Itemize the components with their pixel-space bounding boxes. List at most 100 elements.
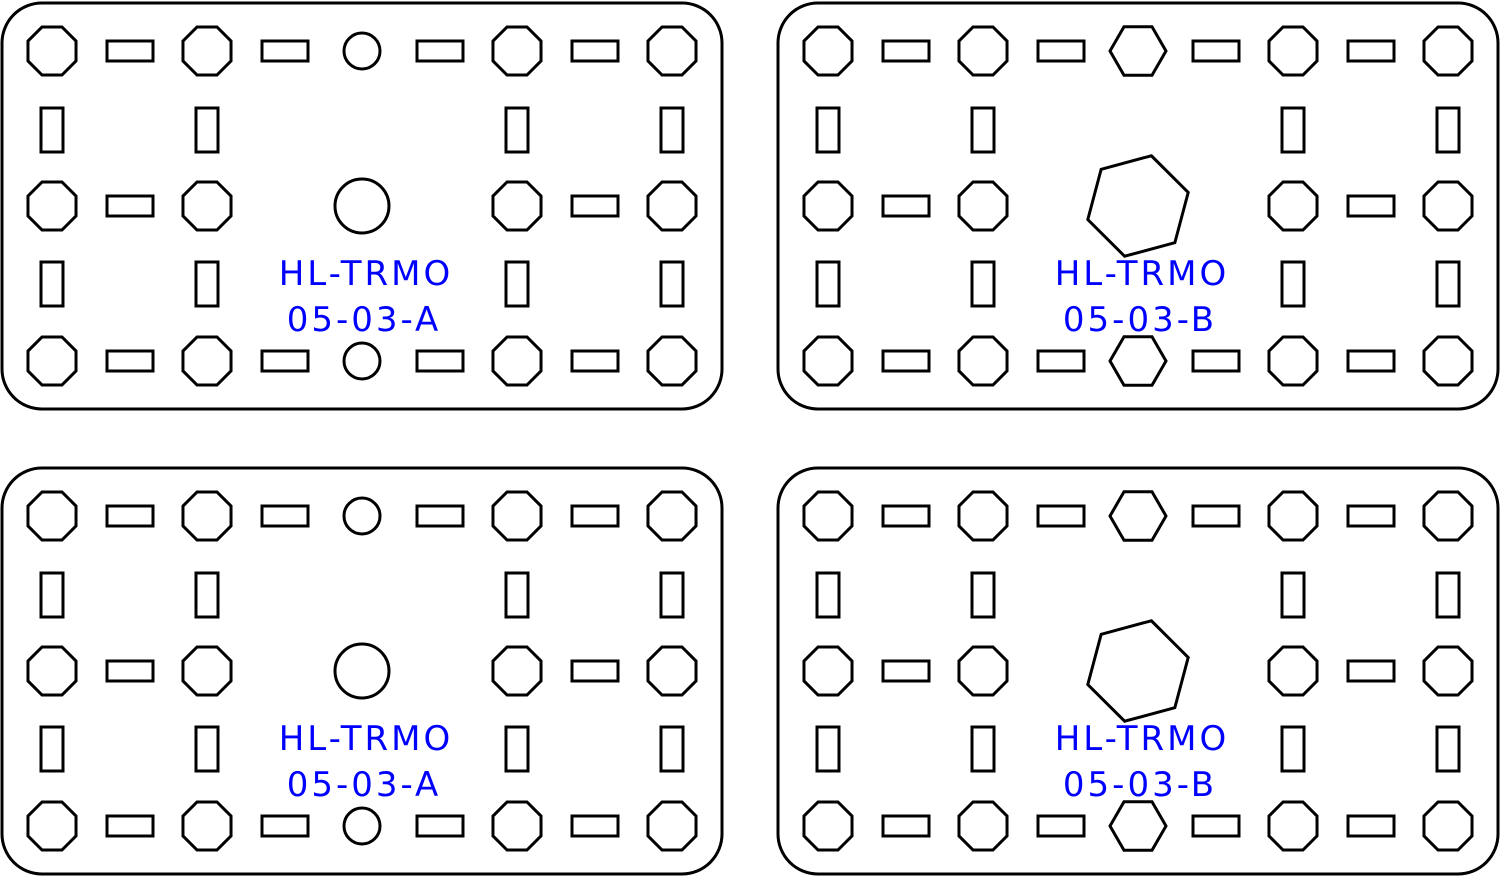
- octagon-hole: [802, 645, 854, 697]
- octagon-hole: [1422, 490, 1474, 542]
- vertical-slot: [194, 260, 220, 308]
- vertical-slot: [970, 260, 996, 308]
- horizontal-slot: [1036, 504, 1086, 528]
- vertical-slot: [970, 725, 996, 773]
- panel-2: HL-TRMO 05-03-B: [776, 1, 1500, 411]
- panel-outline: [776, 1, 1500, 411]
- horizontal-slot: [105, 349, 155, 373]
- vertical-slot: [39, 725, 65, 773]
- octagon-hole: [802, 800, 854, 852]
- horizontal-slot: [1191, 814, 1241, 838]
- horizontal-slot: [570, 504, 620, 528]
- horizontal-slot: [415, 504, 465, 528]
- horizontal-slot: [415, 814, 465, 838]
- octagon-hole: [181, 645, 233, 697]
- octagon-hole: [491, 645, 543, 697]
- small-hexagon-hole: [1108, 490, 1168, 542]
- vertical-slot: [815, 571, 841, 619]
- label-revision: 05-03-B: [1063, 300, 1217, 340]
- label-part-code: HL-TRMO: [1055, 254, 1230, 294]
- vertical-slot: [39, 260, 65, 308]
- horizontal-slot: [105, 39, 155, 63]
- horizontal-slot: [105, 194, 155, 218]
- vertical-slot: [1280, 106, 1306, 154]
- horizontal-slot: [881, 194, 931, 218]
- panel-outline: [0, 466, 724, 876]
- vertical-slot: [504, 106, 530, 154]
- octagon-hole: [181, 180, 233, 232]
- horizontal-slot: [881, 659, 931, 683]
- horizontal-slot: [1346, 504, 1396, 528]
- panel-3: HL-TRMO 05-03-A: [0, 466, 724, 876]
- horizontal-slot: [260, 349, 310, 373]
- horizontal-slot: [881, 814, 931, 838]
- vertical-slot: [659, 106, 685, 154]
- vertical-slot: [504, 260, 530, 308]
- octagon-hole: [1267, 25, 1319, 77]
- vertical-slot: [815, 106, 841, 154]
- octagon-hole: [1267, 180, 1319, 232]
- octagon-hole: [26, 645, 78, 697]
- horizontal-slot: [415, 39, 465, 63]
- octagon-hole: [181, 25, 233, 77]
- vertical-slot: [194, 571, 220, 619]
- vertical-slot: [659, 260, 685, 308]
- panel-1: HL-TRMO 05-03-A: [0, 1, 724, 411]
- octagon-hole: [26, 490, 78, 542]
- label-part-code: HL-TRMO: [279, 719, 454, 759]
- vertical-slot: [504, 725, 530, 773]
- horizontal-slot: [570, 814, 620, 838]
- octagon-hole: [957, 490, 1009, 542]
- center-hexagon-hole: [1086, 619, 1190, 723]
- horizontal-slot: [881, 39, 931, 63]
- octagon-hole: [802, 335, 854, 387]
- horizontal-slot: [881, 504, 931, 528]
- vertical-slot: [815, 260, 841, 308]
- octagon-hole: [1267, 335, 1319, 387]
- vertical-slot: [194, 106, 220, 154]
- vertical-slot: [1435, 725, 1461, 773]
- small-hexagon-hole: [1108, 335, 1168, 387]
- center-circle-hole: [333, 642, 391, 700]
- vertical-slot: [194, 725, 220, 773]
- octagon-hole: [646, 180, 698, 232]
- octagon-hole: [491, 335, 543, 387]
- vertical-slot: [1280, 571, 1306, 619]
- vertical-slot: [1435, 571, 1461, 619]
- horizontal-slot: [260, 814, 310, 838]
- octagon-hole: [181, 800, 233, 852]
- octagon-hole: [26, 25, 78, 77]
- octagon-hole: [957, 800, 1009, 852]
- horizontal-slot: [570, 39, 620, 63]
- octagon-hole: [1422, 800, 1474, 852]
- horizontal-slot: [415, 349, 465, 373]
- octagon-hole: [957, 180, 1009, 232]
- panel-outline: [0, 1, 724, 411]
- octagon-hole: [646, 490, 698, 542]
- center-circle-hole: [333, 177, 391, 235]
- horizontal-slot: [105, 814, 155, 838]
- vertical-slot: [1280, 260, 1306, 308]
- horizontal-slot: [1346, 814, 1396, 838]
- horizontal-slot: [105, 504, 155, 528]
- center-hexagon-hole: [1086, 154, 1190, 258]
- octagon-hole: [26, 335, 78, 387]
- small-circle-hole: [342, 806, 382, 846]
- octagon-hole: [957, 335, 1009, 387]
- octagon-hole: [1267, 800, 1319, 852]
- horizontal-slot: [881, 349, 931, 373]
- horizontal-slot: [1346, 349, 1396, 373]
- octagon-hole: [1267, 645, 1319, 697]
- vertical-slot: [39, 571, 65, 619]
- octagon-hole: [646, 800, 698, 852]
- octagon-hole: [491, 800, 543, 852]
- vertical-slot: [1435, 260, 1461, 308]
- octagon-hole: [181, 490, 233, 542]
- small-circle-hole: [342, 496, 382, 536]
- octagon-hole: [802, 180, 854, 232]
- label-part-code: HL-TRMO: [1055, 719, 1230, 759]
- octagon-hole: [491, 490, 543, 542]
- octagon-hole: [646, 335, 698, 387]
- vertical-slot: [970, 571, 996, 619]
- octagon-hole: [491, 180, 543, 232]
